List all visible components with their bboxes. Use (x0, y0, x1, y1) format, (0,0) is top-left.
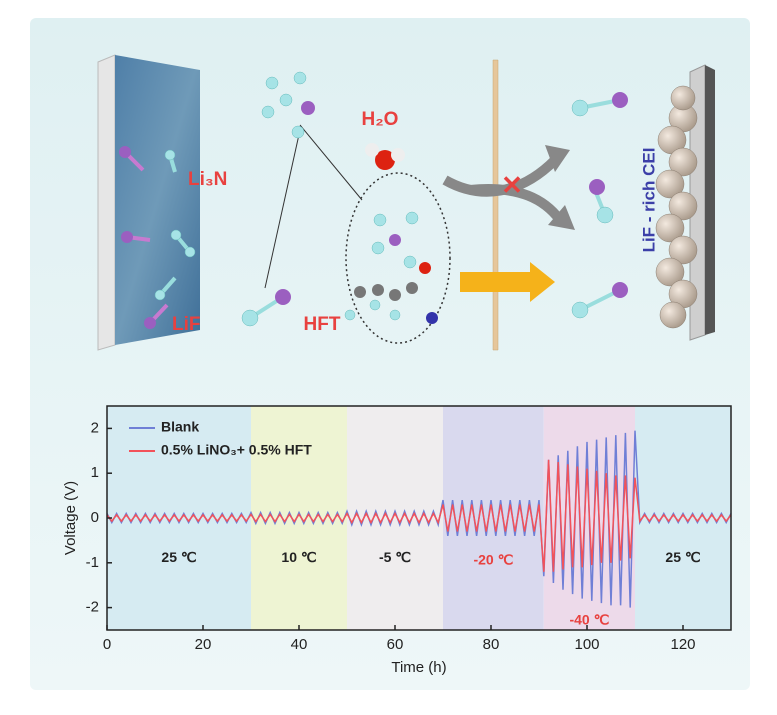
x-axis-label: Time (h) (391, 659, 446, 676)
region-label: -5 ℃ (379, 549, 411, 565)
label-cei: LiF - rich CEI (639, 148, 658, 253)
y-tick-label: -2 (86, 599, 99, 616)
y-tick-label: 1 (91, 464, 99, 481)
label-li3n: Li₃N (188, 169, 227, 190)
legend-label: Blank (161, 419, 199, 435)
y-tick-label: -1 (86, 554, 99, 571)
region (347, 406, 443, 630)
y-tick-label: 0 (91, 509, 99, 526)
label-h2o: H₂O (362, 109, 399, 130)
region-label: -40 ℃ (569, 612, 609, 628)
region (107, 406, 251, 630)
region-label: 25 ℃ (665, 549, 700, 565)
x-tick-label: 20 (195, 636, 212, 653)
y-axis-label: Voltage (V) (62, 481, 79, 555)
svg-text:✕: ✕ (501, 170, 523, 200)
region-label: 25 ℃ (161, 549, 196, 565)
x-tick-label: 80 (483, 636, 500, 653)
region (251, 406, 347, 630)
label-hft: HFT (304, 314, 341, 335)
region-label: 10 ℃ (281, 549, 316, 565)
x-tick-label: 120 (670, 636, 695, 653)
legend-label: 0.5% LiNO₃+ 0.5% HFT (161, 442, 312, 458)
y-tick-label: 2 (91, 419, 99, 436)
region-label: -20 ℃ (473, 551, 513, 567)
x-tick-label: 60 (387, 636, 404, 653)
chart: 25 ℃ 10 ℃ -5 ℃ -20 ℃-40 ℃25 ℃0 20 40 60 80 100 12… (62, 405, 732, 676)
series-line (106, 459, 732, 572)
x-tick-label: 0 (103, 636, 111, 653)
region (635, 406, 731, 630)
label-lif: LiF (172, 314, 201, 335)
x-tick-label: 40 (291, 636, 308, 653)
x-tick-label: 100 (574, 636, 599, 653)
schematic: ✕ Li₃N LiF H₂O HFT LiF - rich CEI (97, 54, 715, 351)
